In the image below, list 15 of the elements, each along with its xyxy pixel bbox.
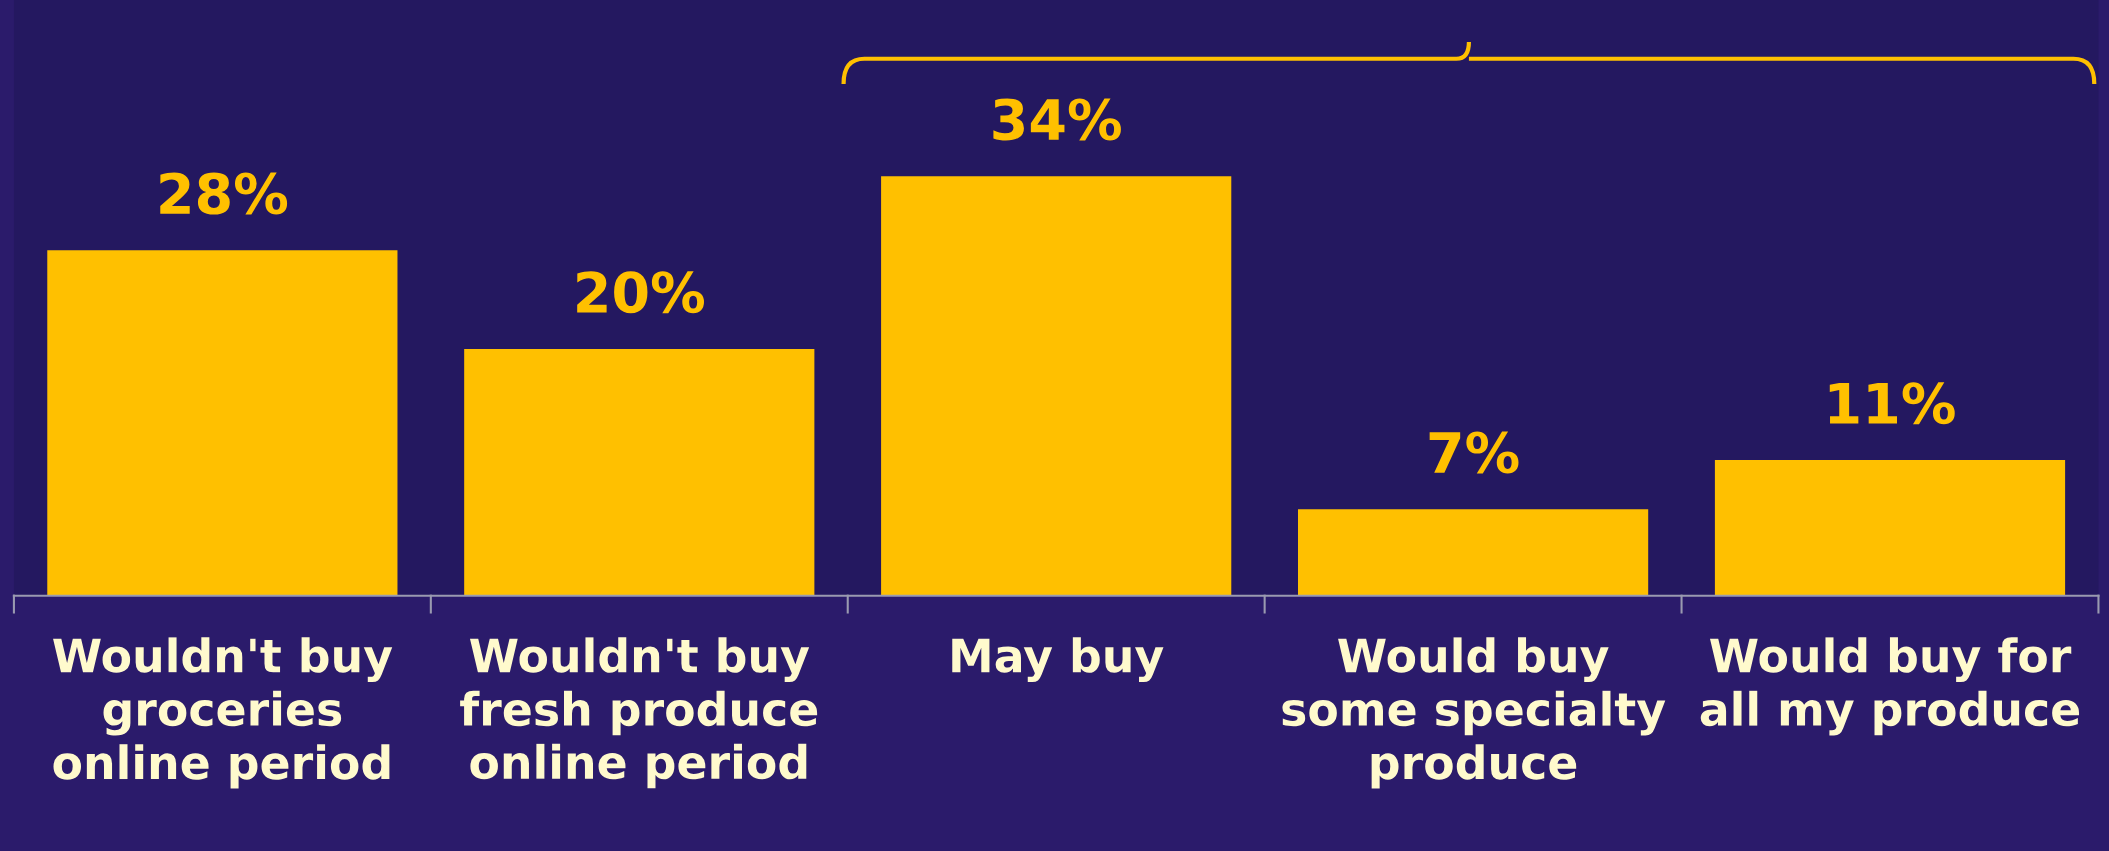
data-label: 11% [1829,382,1955,425]
bar [881,176,1232,596]
data-label: 7% [1429,431,1519,474]
bar [1714,459,2066,596]
x-tick-label: Wouldn't buy fresh produce online period [460,637,818,789]
data-label: 28% [160,172,288,215]
x-tick-label: May buy [952,637,1164,683]
x-tick-label: Would buy some specialty produce [1282,637,1666,789]
data-label: 34% [993,98,1121,141]
data-label: 20% [577,271,704,314]
bar [1297,509,1649,596]
x-tick-label: Would buy for all my produce [1700,637,2080,736]
x-tick-label: Wouldn't buy groceries online period [53,637,393,789]
bar [464,348,815,596]
bar [47,250,398,596]
